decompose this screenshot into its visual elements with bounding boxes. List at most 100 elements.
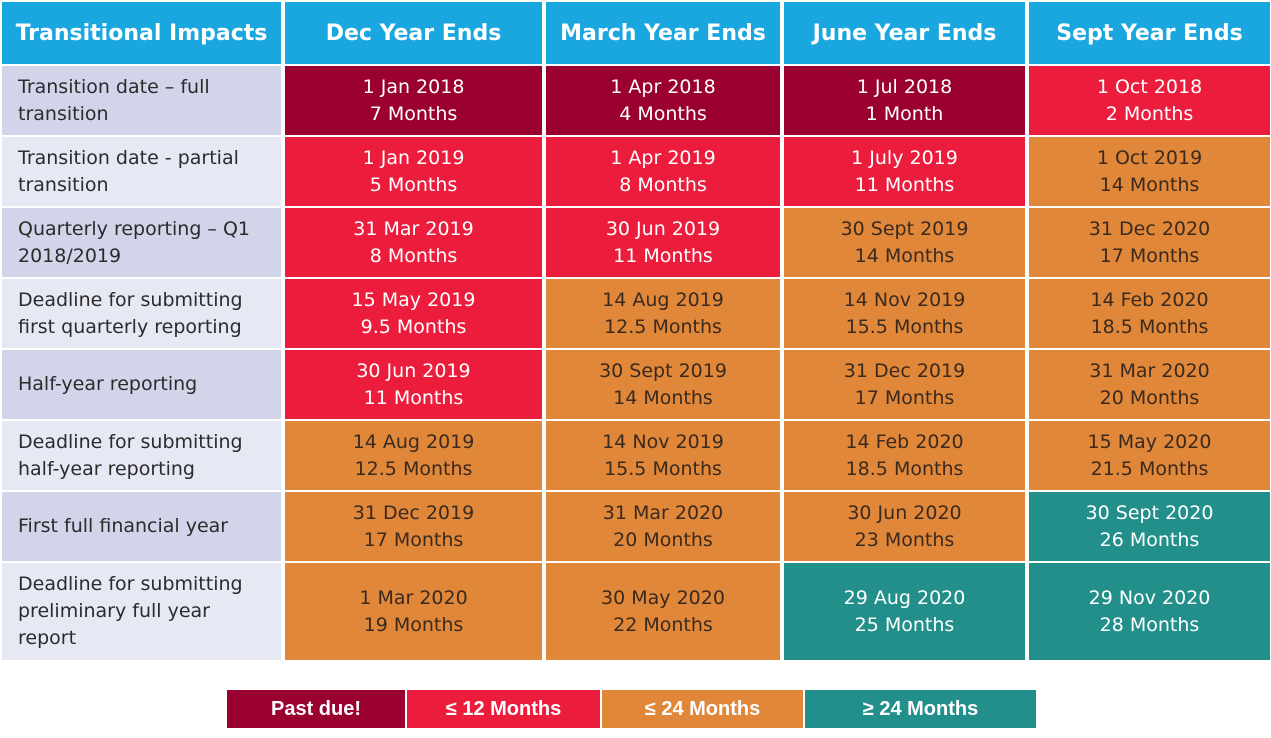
cell-date: 14 Nov 2019: [843, 288, 966, 311]
color-legend: Past due! ≤ 12 Months ≤ 24 Months ≥ 24 Mont…: [227, 690, 1036, 728]
cell-date: 30 Sept 2020: [1085, 501, 1214, 524]
cell-months: 12.5 Months: [354, 457, 473, 480]
cell-months: 17 Months: [854, 386, 955, 409]
row-label: Quarterly reporting – Q1 2018/2019: [2, 208, 281, 277]
cell-months: 23 Months: [854, 528, 955, 551]
table-cell: 31 Mar 2020 20 Months: [546, 492, 780, 561]
cell-date: 31 Dec 2019: [843, 359, 966, 382]
cell-months: 14 Months: [613, 386, 713, 409]
cell-months: 2 Months: [1105, 102, 1194, 125]
table-cell: 1 Oct 2019 14 Months: [1029, 137, 1270, 206]
table-cell: 31 Dec 2019 17 Months: [784, 350, 1025, 419]
table-cell: 15 May 2019 9.5 Months: [285, 279, 542, 348]
row-label: First full financial year: [2, 492, 281, 561]
cell-date: 14 Aug 2019: [352, 430, 475, 453]
table-cell: 30 May 2020 22 Months: [546, 563, 780, 660]
table-cell: 1 Oct 2018 2 Months: [1029, 66, 1270, 135]
header-column-3: June Year Ends: [784, 2, 1025, 64]
cell-months: 26 Months: [1099, 528, 1200, 551]
cell-date: 31 Mar 2020: [1089, 359, 1210, 382]
cell-date: 30 Jun 2019: [605, 217, 721, 240]
cell-date: 1 Jul 2018: [856, 75, 953, 98]
cell-date: 1 Oct 2019: [1096, 146, 1203, 169]
cell-date: 29 Aug 2020: [843, 586, 966, 609]
row-label: Deadline for submitting first quarterly r…: [2, 279, 281, 348]
cell-months: 25 Months: [854, 613, 955, 636]
cell-date: 14 Nov 2019: [602, 430, 724, 453]
row-label-line: Transition date - partial: [18, 146, 239, 169]
cell-date: 30 Jun 2019: [356, 359, 471, 382]
cell-date: 14 Aug 2019: [602, 288, 724, 311]
row-label-line: preliminary full year: [18, 600, 210, 622]
row-label-line: Deadline for submitting: [18, 430, 243, 453]
cell-date: 30 May 2020: [601, 586, 725, 609]
cell-date: 14 Feb 2020: [845, 430, 964, 453]
row-label-line: half-year reporting: [18, 457, 195, 480]
cell-date: 1 July 2019: [851, 146, 958, 169]
cell-date: 1 Apr 2019: [610, 146, 716, 169]
legend-item-ge24: ≥ 24 Months: [805, 690, 1036, 728]
transition-timeline-table: Transitional Impacts Dec Year Ends March Y…: [2, 2, 1270, 660]
cell-months: 4 Months: [619, 102, 707, 125]
header-label: Sept Year Ends: [1056, 20, 1243, 46]
table-cell: 15 May 2020 21.5 Months: [1029, 421, 1270, 490]
cell-date: 31 Dec 2019: [352, 501, 475, 524]
cell-date: 1 Jan 2019: [362, 146, 465, 169]
table-cell: 30 Jun 2019 11 Months: [285, 350, 542, 419]
row-label-line: transition: [18, 173, 109, 196]
cell-months: 19 Months: [363, 613, 464, 636]
table-cell: 31 Dec 2019 17 Months: [285, 492, 542, 561]
table-cell: 1 Mar 2020 19 Months: [285, 563, 542, 660]
cell-date: 30 Jun 2020: [847, 501, 962, 524]
row-label-line: first quarterly reporting: [18, 315, 242, 338]
cell-months: 15.5 Months: [845, 315, 964, 338]
cell-months: 11 Months: [613, 244, 713, 267]
table-cell: 1 Jul 2018 1 Month: [784, 66, 1025, 135]
header-label: Dec Year Ends: [325, 20, 502, 46]
row-label-line: Transition date – full: [18, 75, 210, 98]
table-cell: 14 Feb 2020 18.5 Months: [784, 421, 1025, 490]
table-cell: 31 Mar 2019 8 Months: [285, 208, 542, 277]
cell-date: 15 May 2020: [1087, 430, 1212, 453]
cell-months: 11 Months: [854, 173, 955, 196]
cell-date: 29 Nov 2020: [1088, 586, 1211, 609]
row-label-line: transition: [18, 102, 109, 125]
cell-date: 30 Sept 2019: [840, 217, 969, 240]
row-label: Deadline for submitting half-year reporti…: [2, 421, 281, 490]
cell-date: 31 Dec 2020: [1088, 217, 1211, 240]
header-label: Transitional Impacts: [15, 20, 268, 46]
header-label: June Year Ends: [812, 20, 997, 46]
cell-date: 1 Jan 2018: [362, 75, 465, 98]
legend-item-past: Past due!: [227, 690, 405, 728]
table-cell: 14 Aug 2019 12.5 Months: [285, 421, 542, 490]
table-cell: 31 Dec 2020 17 Months: [1029, 208, 1270, 277]
cell-date: 1 Oct 2018: [1096, 75, 1203, 98]
table-cell: 1 Jan 2018 7 Months: [285, 66, 542, 135]
cell-months: 8 Months: [369, 244, 458, 267]
legend-item-le24: ≤ 24 Months: [602, 690, 803, 728]
table-cell: 14 Nov 2019 15.5 Months: [546, 421, 780, 490]
cell-date: 14 Feb 2020: [1090, 288, 1209, 311]
header-label: March Year Ends: [560, 20, 766, 46]
row-label: Half-year reporting: [2, 350, 281, 419]
legend-item-le12: ≤ 12 Months: [407, 690, 600, 728]
table-cell: 30 Jun 2020 23 Months: [784, 492, 1025, 561]
cell-date: 30 Sept 2019: [599, 359, 727, 382]
table-cell: 1 July 2019 11 Months: [784, 137, 1025, 206]
cell-months: 18.5 Months: [845, 457, 964, 480]
cell-months: 18.5 Months: [1090, 315, 1209, 338]
cell-months: 11 Months: [363, 386, 464, 409]
table-cell: 29 Nov 2020 28 Months: [1029, 563, 1270, 660]
table-cell: 30 Sept 2020 26 Months: [1029, 492, 1270, 561]
table-cell: 30 Jun 2019 11 Months: [546, 208, 780, 277]
table-cell: 1 Apr 2019 8 Months: [546, 137, 780, 206]
cell-months: 9.5 Months: [360, 315, 467, 338]
table-cell: 30 Sept 2019 14 Months: [784, 208, 1025, 277]
header-column-4: Sept Year Ends: [1029, 2, 1270, 64]
cell-date: 31 Mar 2019: [353, 217, 474, 240]
header-transitional-impacts: Transitional Impacts: [2, 2, 281, 64]
cell-date: 15 May 2019: [351, 288, 476, 311]
row-label-line: First full financial year: [18, 515, 229, 537]
table-cell: 1 Jan 2019 5 Months: [285, 137, 542, 206]
cell-months: 12.5 Months: [604, 315, 722, 338]
